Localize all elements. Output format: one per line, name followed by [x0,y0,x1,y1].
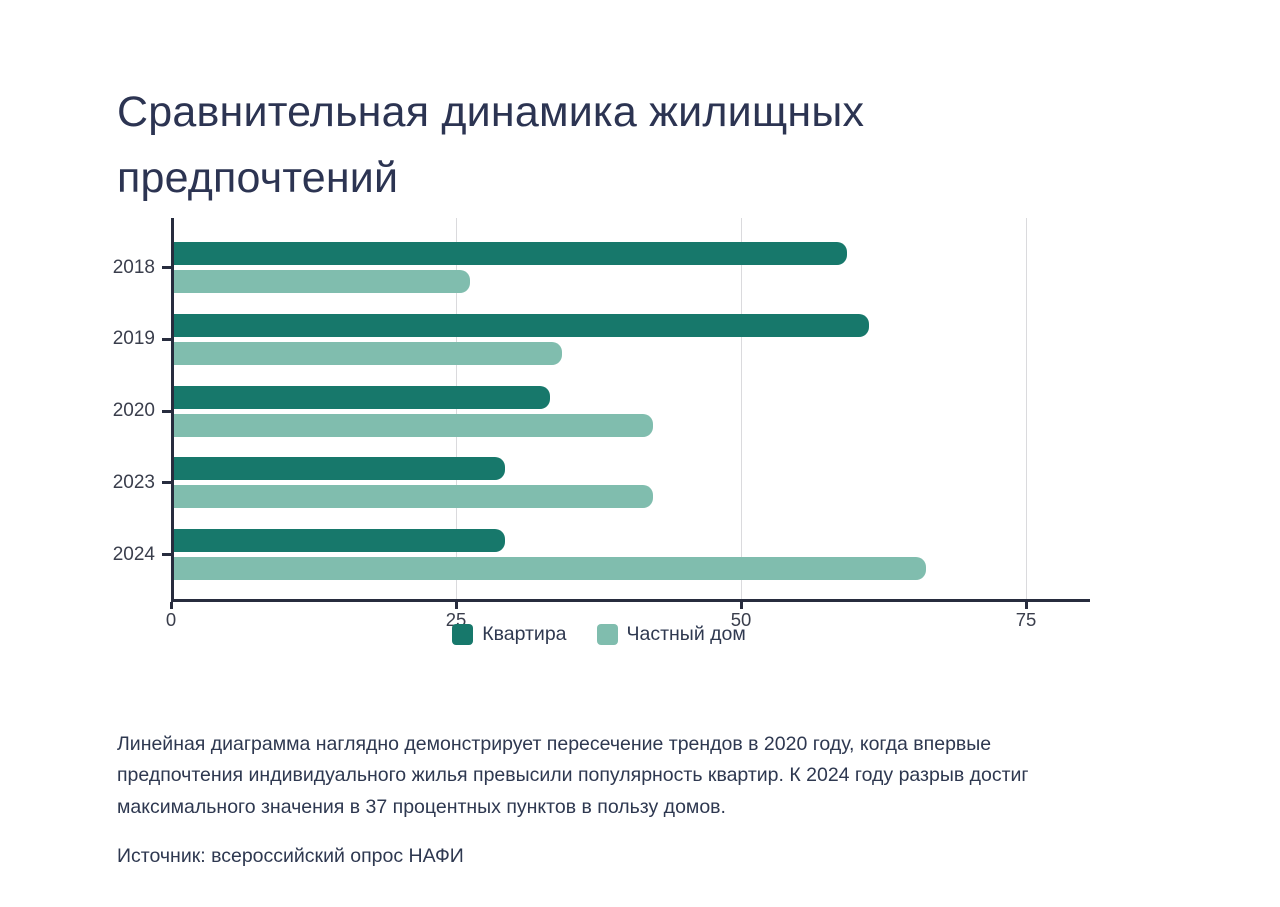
bar-2020-chastny-dom [174,413,653,437]
y-tick-2019 [162,337,171,341]
bar-2024-kvartira [174,529,505,552]
legend-swatch-icon [452,624,474,645]
x-tick-0 [170,602,173,609]
bar-2024-chastny-dom [174,557,927,580]
x-axis-line [171,599,1090,602]
page-title-line1: Сравнительная динамика жилищных [117,87,865,136]
source-text: Источник: всероссийский опрос НАФИ [117,844,464,867]
legend-swatch-icon [596,624,618,645]
y-tick-2020 [162,409,171,413]
y-axis-label-2019: 2019 [112,328,155,350]
gridline-75 [1026,218,1027,599]
x-tick-75 [1025,602,1028,609]
x-axis-label-0: 0 [165,609,177,630]
y-axis-label-2024: 2024 [112,543,155,565]
gridline-25 [456,218,457,599]
bar-2023-chastny-dom [174,485,653,509]
bar-2019-kvartira [174,313,870,337]
x-tick-25 [455,602,458,609]
gridline-50 [741,218,742,599]
y-axis-label-2023: 2023 [112,471,155,493]
page-title: Сравнительная динамика жилищных предпочте… [117,79,1077,211]
bar-2023-kvartira [174,457,505,481]
legend-item-chastny-dom: Частный дом [596,623,746,646]
bar-2018-chastny-dom [174,270,471,293]
x-axis-label-75: 75 [1015,609,1037,630]
legend-label: Частный дом [626,623,746,645]
y-axis-label-2018: 2018 [112,256,155,278]
bar-2020-kvartira [174,385,551,409]
legend-label: Квартира [482,623,567,645]
bar-2018-kvartira [174,242,847,265]
description-text: Линейная диаграмма наглядно демонстрируе… [117,732,1029,818]
page-title-line2: предпочтений [117,153,399,202]
bar-2019-chastny-dom [174,341,562,365]
legend-item-kvartira: Квартира [452,623,567,646]
y-tick-2024 [162,553,171,556]
plot-area: 0 25 50 75 2018 2019 2020 2023 2024 [113,218,1090,630]
y-tick-2018 [162,266,171,269]
y-axis-label-2020: 2020 [112,400,155,421]
y-tick-2023 [162,481,171,485]
x-axis-label-50: 50 [730,609,752,630]
chart-legend: Квартира Частный дом [171,623,1027,646]
x-tick-50 [740,602,743,609]
y-axis-line [171,218,174,602]
